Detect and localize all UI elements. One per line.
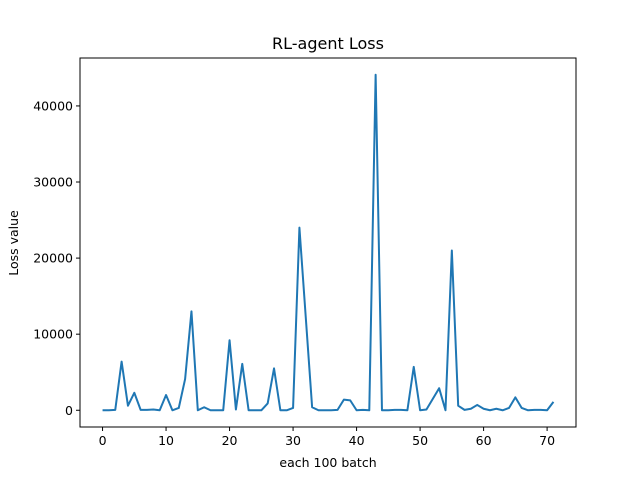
- x-axis-label: each 100 batch: [279, 455, 376, 470]
- x-tick-label: 0: [99, 433, 107, 448]
- y-tick-label: 0: [65, 403, 73, 418]
- x-tick-label: 40: [349, 433, 365, 448]
- y-tick-label: 40000: [33, 98, 73, 113]
- plot-area-frame: [79, 57, 577, 428]
- x-tick-label: 30: [285, 433, 301, 448]
- y-tick-label: 10000: [33, 327, 73, 342]
- x-tick-label: 70: [539, 433, 555, 448]
- y-tick-label: 30000: [33, 175, 73, 190]
- x-tick-label: 50: [412, 433, 428, 448]
- chart-title: RL-agent Loss: [272, 34, 384, 53]
- x-axis-ticks: 0 10 20 30 40 50 60 70: [99, 427, 555, 448]
- x-tick-label: 20: [222, 433, 238, 448]
- loss-series-line: [102, 73, 555, 412]
- y-axis-label: Loss value: [6, 210, 21, 276]
- x-tick-label: 60: [476, 433, 492, 448]
- y-axis-ticks: 0 10000 20000 30000 40000: [33, 98, 80, 418]
- y-tick-label: 20000: [33, 251, 73, 266]
- series-layer: [102, 73, 555, 412]
- x-tick-label: 10: [158, 433, 174, 448]
